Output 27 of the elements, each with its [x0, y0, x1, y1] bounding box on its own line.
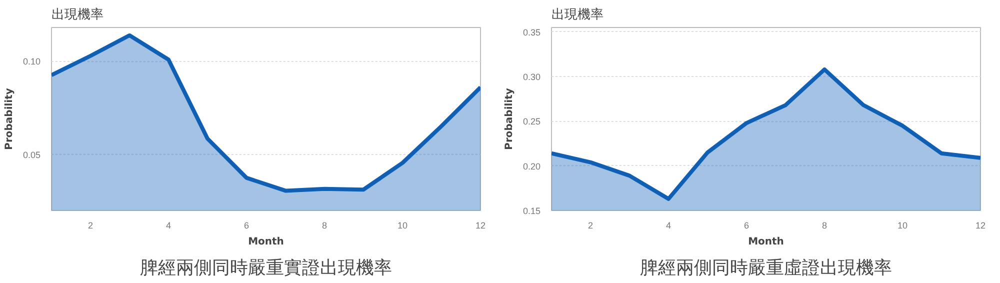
x-tick-label: 12	[975, 220, 986, 230]
x-tick-label: 6	[244, 220, 250, 230]
x-tick-label: 2	[588, 220, 594, 230]
y-axis-title: Probability	[4, 88, 15, 150]
x-tick-label: 2	[88, 220, 94, 230]
y-tick-label: 0.35	[522, 27, 541, 38]
x-tick-label: 12	[475, 220, 486, 230]
y-tick-label: 0.10	[22, 56, 41, 67]
x-axis-title: Month	[748, 236, 784, 248]
y-tick-label: 0.30	[522, 72, 541, 82]
text: 脾經兩側同時嚴重虛證出現機率	[640, 258, 892, 278]
x-tick-label: 8	[822, 220, 828, 230]
x-tick-label: 4	[166, 220, 172, 230]
text: 脾經兩側同時嚴重實證出現機率	[140, 258, 392, 278]
x-tick-label: 10	[897, 220, 908, 230]
x-axis-title: Month	[248, 236, 284, 248]
x-tick-label: 6	[744, 220, 750, 230]
y-tick-label: 0.05	[22, 150, 41, 160]
y-tick-label: 0.20	[522, 161, 541, 172]
x-tick-label: 8	[322, 220, 328, 230]
x-tick-label: 4	[666, 220, 672, 230]
x-tick-label: 10	[397, 220, 408, 230]
y-axis-title: Probability	[504, 88, 515, 150]
y-tick-label: 0.25	[522, 116, 541, 127]
chart-title: 出現機率	[52, 6, 104, 22]
y-tick-label: 0.15	[522, 206, 541, 216]
chart-title: 出現機率	[552, 6, 604, 22]
